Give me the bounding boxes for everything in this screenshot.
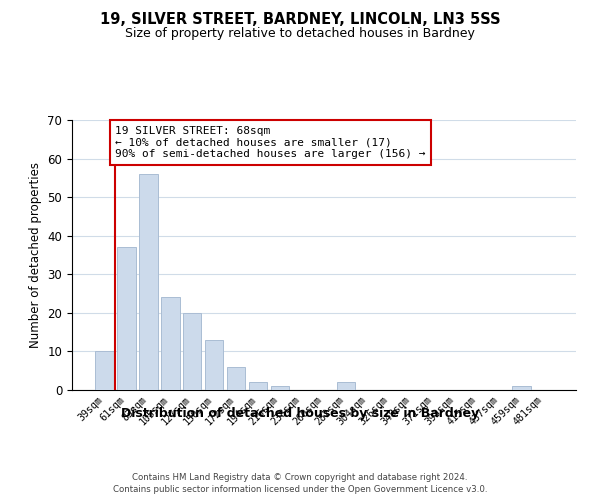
Bar (205, 340, 223, 390)
Bar (161, 298, 179, 390)
Bar (95, 352, 113, 390)
Bar (227, 367, 245, 390)
Text: 19, SILVER STREET, BARDNEY, LINCOLN, LN3 5SS: 19, SILVER STREET, BARDNEY, LINCOLN, LN3… (100, 12, 500, 28)
Bar (117, 248, 136, 390)
Bar (337, 382, 355, 390)
Bar (249, 382, 268, 390)
Bar (183, 313, 202, 390)
Text: Distribution of detached houses by size in Bardney: Distribution of detached houses by size … (121, 408, 479, 420)
Y-axis label: Number of detached properties: Number of detached properties (29, 162, 42, 348)
Text: Contains HM Land Registry data © Crown copyright and database right 2024.: Contains HM Land Registry data © Crown c… (132, 472, 468, 482)
Bar (512, 386, 531, 390)
Bar (139, 174, 158, 390)
Bar (271, 386, 289, 390)
Text: Contains public sector information licensed under the Open Government Licence v3: Contains public sector information licen… (113, 485, 487, 494)
Text: 19 SILVER STREET: 68sqm
← 10% of detached houses are smaller (17)
90% of semi-de: 19 SILVER STREET: 68sqm ← 10% of detache… (115, 126, 426, 159)
Text: Size of property relative to detached houses in Bardney: Size of property relative to detached ho… (125, 28, 475, 40)
